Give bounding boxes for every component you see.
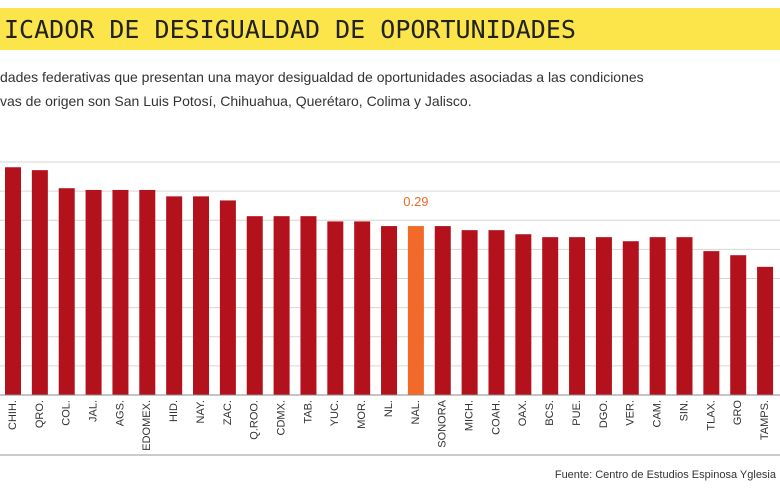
bar <box>461 230 478 395</box>
bar <box>569 237 586 395</box>
bar <box>381 226 398 395</box>
x-tick-label: NL. <box>383 400 395 417</box>
x-tick-label: Q.ROO. <box>249 400 261 440</box>
x-tick-label: CDMX. <box>276 400 288 435</box>
chart-title: ICADOR DE DESIGUALDAD DE OPORTUNIDADES <box>4 15 576 44</box>
x-tick-label: MOR. <box>356 400 368 429</box>
x-tick-label: VER. <box>625 400 637 426</box>
x-tick-label: DGO. <box>598 400 610 428</box>
x-tick-label: OAX. <box>517 400 529 426</box>
bar <box>515 234 532 395</box>
bar <box>622 241 639 395</box>
bar <box>434 226 451 395</box>
bar <box>193 196 210 395</box>
x-tick-label: SIN. <box>678 400 690 421</box>
subtitle: vas de origen son San Luis Potosí, Chihu… <box>0 93 472 109</box>
x-tick-label: CAM. <box>652 400 664 428</box>
x-tick-label: JAL. <box>87 400 99 422</box>
x-tick-label: SONORA <box>437 399 449 447</box>
x-tick-label: QRO. <box>34 400 46 428</box>
x-tick-label: EDOMEX. <box>141 400 153 451</box>
bar <box>273 216 290 395</box>
bar <box>542 237 559 395</box>
bar <box>166 196 183 395</box>
x-tick-label: COAH. <box>490 400 502 435</box>
data-label: 0.29 <box>403 194 428 209</box>
bar <box>31 170 48 395</box>
bar <box>703 251 720 395</box>
x-tick-label: MICH. <box>464 400 476 431</box>
x-tick-label: AGS. <box>114 400 126 426</box>
x-tick-label: TLAX. <box>705 400 717 431</box>
x-tick-label: NAY. <box>195 400 207 423</box>
bar <box>139 189 156 395</box>
bar <box>246 216 263 395</box>
bar <box>327 221 344 395</box>
bar <box>649 237 666 395</box>
title-band <box>0 8 780 50</box>
x-tick-label: TAB. <box>302 400 314 424</box>
x-tick-label: BCS. <box>544 400 556 426</box>
x-tick-label: CHIH. <box>7 400 19 430</box>
x-tick-label: YUC. <box>329 400 341 426</box>
bar <box>488 230 505 395</box>
subtitle: dades federativas que presentan una mayo… <box>0 69 644 85</box>
bar <box>676 237 693 395</box>
bar <box>730 255 747 395</box>
x-tick-label: NAL. <box>410 400 422 424</box>
bar <box>595 237 612 395</box>
bar <box>757 266 774 395</box>
x-tick-label: HID. <box>168 400 180 422</box>
x-tick-label: ZAC. <box>222 400 234 425</box>
bar <box>5 167 21 395</box>
bar <box>354 221 371 395</box>
bar <box>300 216 317 395</box>
bar <box>58 188 75 395</box>
bar <box>112 189 129 395</box>
x-tick-label: COL. <box>61 400 73 426</box>
bar <box>219 200 236 395</box>
bar <box>85 189 102 395</box>
bar <box>407 226 424 395</box>
x-tick-label: TAMPS. <box>759 400 771 440</box>
x-tick-label: PUE. <box>571 400 583 426</box>
source: Fuente: Centro de Estudios Espinosa Ygle… <box>555 469 777 481</box>
x-tick-label: GRO <box>732 400 744 426</box>
